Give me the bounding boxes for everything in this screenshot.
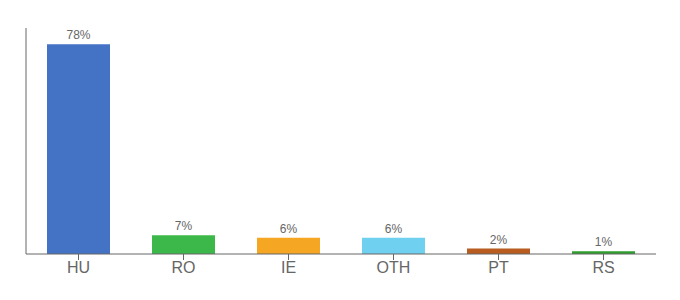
svg-text:IE: IE — [281, 259, 296, 276]
svg-text:6%: 6% — [385, 222, 403, 236]
svg-text:HU: HU — [67, 259, 90, 276]
svg-text:7%: 7% — [175, 219, 193, 233]
svg-text:1%: 1% — [595, 235, 613, 249]
svg-text:2%: 2% — [490, 233, 508, 247]
svg-text:RS: RS — [592, 259, 614, 276]
svg-text:78%: 78% — [66, 28, 90, 42]
svg-text:PT: PT — [488, 259, 509, 276]
svg-text:6%: 6% — [280, 222, 298, 236]
svg-text:RO: RO — [172, 259, 196, 276]
svg-text:OTH: OTH — [377, 259, 411, 276]
